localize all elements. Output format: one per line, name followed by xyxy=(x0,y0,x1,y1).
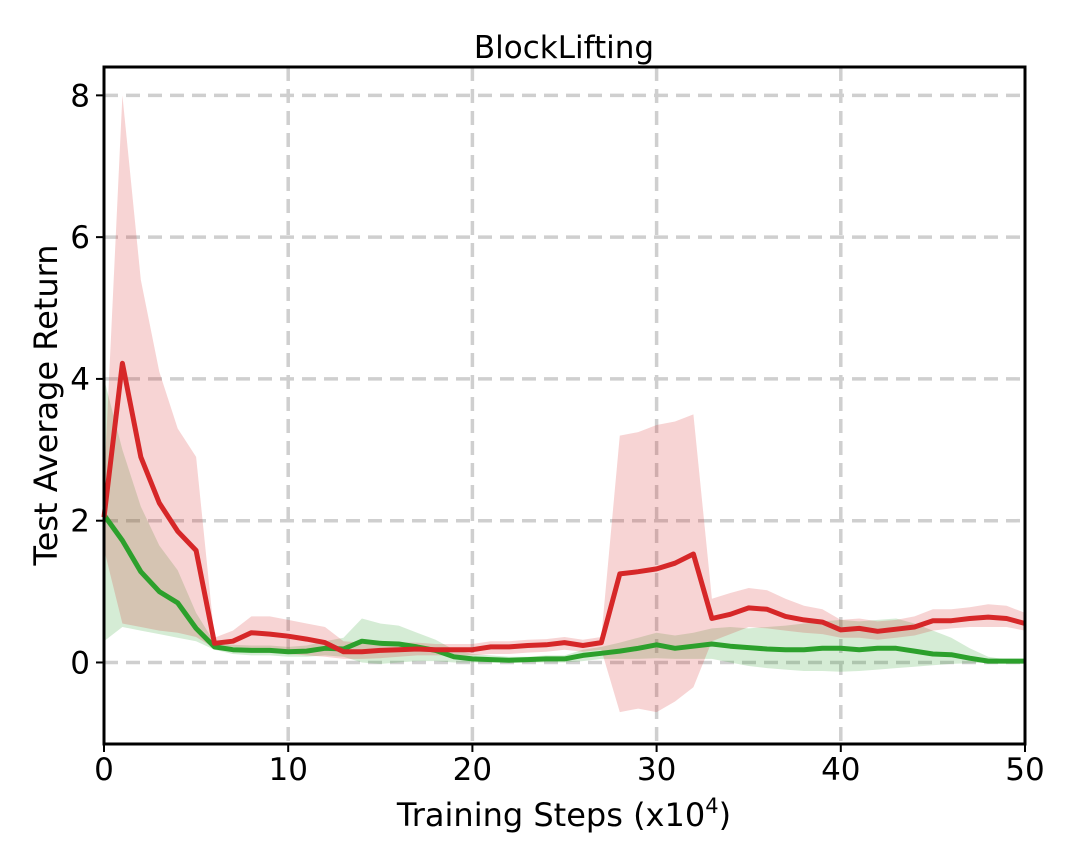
series-lines xyxy=(101,360,1026,664)
x-axis-label-end: ) xyxy=(719,796,731,834)
chart-title: BlockLifting xyxy=(474,30,654,66)
plot-frame xyxy=(102,65,1027,746)
y-tick-label: 2 xyxy=(70,504,90,540)
x-axis-ticks: 0 10 20 30 40 50 xyxy=(94,744,1045,788)
series-band-2 xyxy=(104,378,1025,672)
series-line-2 xyxy=(101,513,1025,664)
y-tick-label: 4 xyxy=(70,362,90,398)
y-tick-label: 8 xyxy=(70,78,90,114)
x-tick-label: 50 xyxy=(1005,752,1044,788)
y-axis-ticks: 0 2 4 6 8 xyxy=(70,78,104,681)
y-tick-label: 6 xyxy=(70,220,90,256)
x-tick-label: 0 xyxy=(94,752,114,788)
x-tick-label: 40 xyxy=(821,752,860,788)
confidence-bands xyxy=(104,95,1025,713)
x-tick-label: 10 xyxy=(268,752,307,788)
series-line-1 xyxy=(101,360,1026,655)
x-tick-label: 20 xyxy=(453,752,492,788)
x-axis-label: Training Steps (x104) xyxy=(396,794,731,834)
x-axis-label-sup: 4 xyxy=(705,794,718,818)
x-axis-label-main: Training Steps (x10 xyxy=(396,796,705,834)
grid xyxy=(104,67,1025,744)
y-axis-label: Test Average Return xyxy=(27,245,65,567)
y-tick-label: 0 xyxy=(70,645,90,681)
x-tick-label: 30 xyxy=(637,752,676,788)
